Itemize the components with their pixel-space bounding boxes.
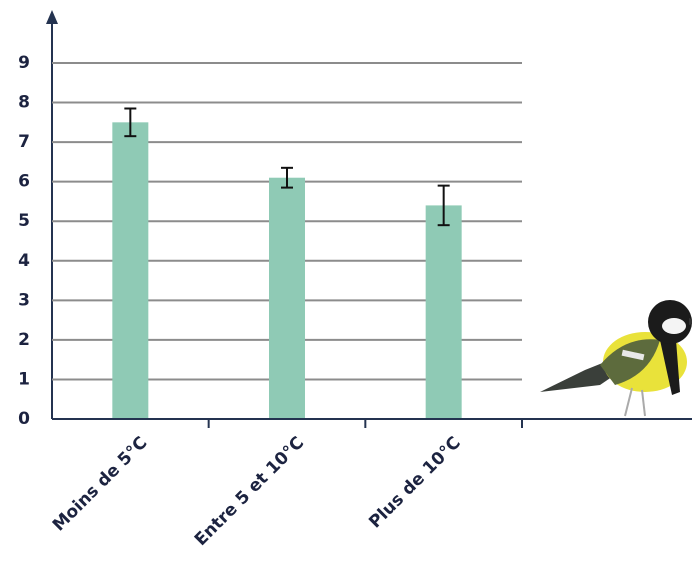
bird-beak: [689, 318, 692, 325]
y-tick-label: 7: [18, 132, 30, 152]
error-bar: [124, 107, 137, 138]
y-tick-label: 4: [18, 251, 30, 271]
bird-leg: [641, 389, 646, 417]
bar: [425, 205, 462, 419]
axes: [46, 10, 58, 419]
error-bar: [281, 166, 293, 189]
bird-wing-bar: [621, 349, 645, 361]
error-bar: [437, 184, 450, 227]
bar: [112, 122, 149, 419]
x-tick-label: Plus de 10°C: [365, 433, 464, 532]
bird-stripe: [660, 340, 680, 395]
x-tick-label: Entre 5 et 10°C: [191, 433, 308, 550]
y-tick-label: 0: [18, 409, 30, 429]
bird-cheek: [662, 318, 686, 334]
y-tick-label: 5: [18, 211, 30, 231]
bird-leg: [624, 387, 633, 417]
y-tick-label: 1: [18, 369, 30, 389]
y-tick-label: 8: [18, 93, 30, 113]
bar: [269, 177, 305, 419]
y-tick-label: 2: [18, 330, 30, 350]
bird-wing: [600, 339, 660, 385]
y-tick-label: 3: [18, 290, 30, 310]
y-tick-label: 9: [18, 53, 30, 73]
x-tick-label: Moins de 5°C: [49, 433, 152, 536]
y-axis-arrow: [46, 10, 58, 24]
y-tick-label: 6: [18, 172, 30, 192]
bird-illustration: [540, 300, 692, 417]
